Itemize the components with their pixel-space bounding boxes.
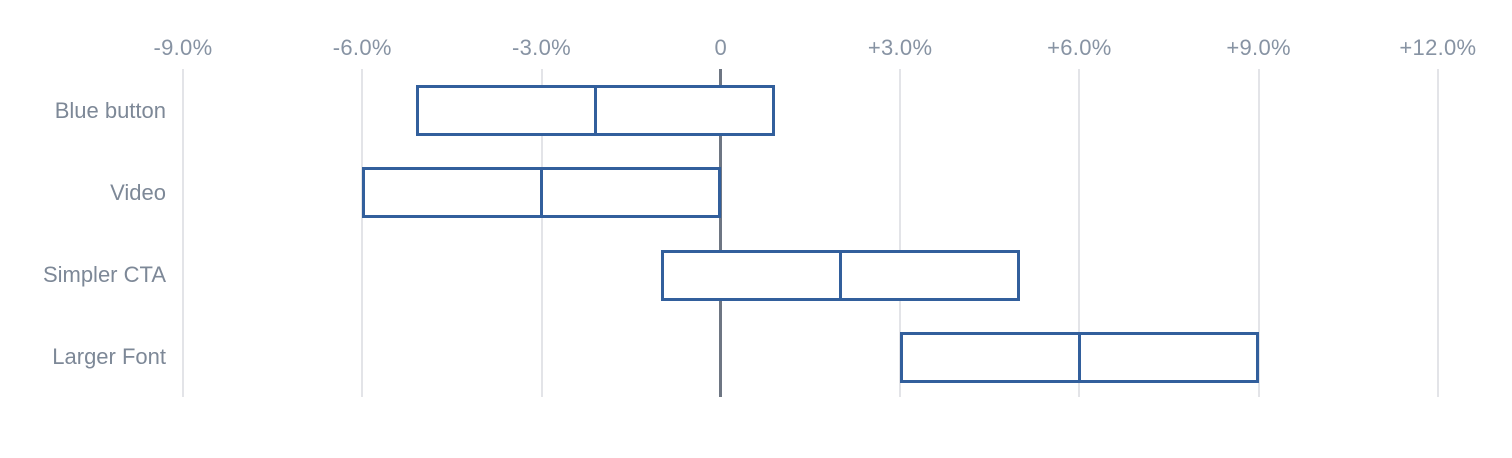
x-axis-tick-label: +3.0% — [867, 35, 933, 60]
midpoint-divider — [593, 85, 597, 136]
range-bar — [900, 331, 1259, 383]
chart-row-video: Video — [0, 167, 1512, 219]
gridline — [899, 69, 902, 397]
chart-row-larger-font: Larger Font — [0, 331, 1512, 383]
range-bar — [661, 249, 1020, 301]
midpoint-divider — [1077, 331, 1081, 383]
gridline — [1078, 69, 1081, 397]
gridline — [540, 69, 543, 397]
range-bar — [416, 85, 775, 136]
range-bar — [362, 167, 721, 219]
x-axis-tick-label: -9.0% — [153, 35, 213, 60]
zero-gridline — [719, 69, 723, 397]
midpoint-divider — [540, 167, 543, 219]
x-axis-tick-label: +6.0% — [1047, 35, 1112, 60]
x-axis-tick-label: -3.0% — [512, 35, 572, 60]
category-label: Blue button — [54, 97, 166, 123]
x-axis-tick-label: +12.0% — [1399, 35, 1477, 60]
x-axis-tick-label: +9.0% — [1226, 35, 1291, 60]
gridline — [181, 69, 184, 397]
gridline — [1436, 69, 1439, 397]
gridline — [1257, 69, 1260, 397]
chart-row-simpler-cta: Simpler CTA — [0, 249, 1512, 301]
category-label: Video — [110, 179, 166, 205]
category-label: Larger Font — [52, 344, 166, 370]
x-axis-tick-label: -6.0% — [332, 35, 392, 60]
x-axis-tick-label: 0 — [714, 35, 728, 60]
midpoint-divider — [838, 249, 842, 301]
category-label: Simpler CTA — [42, 262, 166, 288]
gridline — [361, 69, 364, 397]
chart-row-blue-button: Blue button — [0, 85, 1512, 136]
